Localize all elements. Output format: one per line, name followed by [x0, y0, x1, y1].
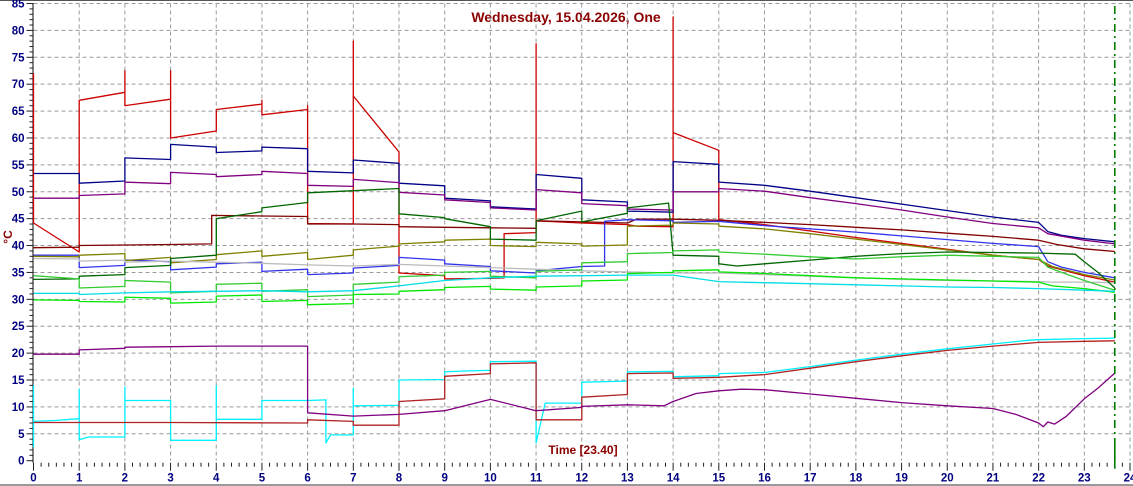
- y-tick-label-40: 40: [12, 241, 25, 253]
- series-cyan-top-line: [33, 274, 1115, 296]
- series-purple-line: [33, 170, 1115, 245]
- x-tick-label-6: 6: [304, 473, 310, 485]
- y-tick-label-80: 80: [12, 25, 25, 37]
- y-tick-label-35: 35: [12, 267, 25, 279]
- x-tick-label-9: 9: [441, 473, 447, 485]
- y-tick-label-25: 25: [12, 321, 25, 333]
- x-tick-label-0: 0: [30, 473, 36, 485]
- x-tick-label-15: 15: [712, 473, 725, 485]
- series-cyan-bottom-line: [32, 337, 1115, 448]
- series-red-line: [32, 16, 1116, 283]
- series-lime-line: [33, 269, 1115, 306]
- x-tick-label-14: 14: [667, 473, 680, 485]
- y-tick-label-10: 10: [12, 402, 25, 414]
- x-tick-label-22: 22: [1032, 473, 1045, 485]
- window-top-border: [0, 0, 1133, 1]
- y-tick-label-65: 65: [12, 106, 25, 118]
- series-darkgreen-line: [33, 187, 1116, 289]
- x-tick-label-13: 13: [621, 473, 634, 485]
- x-tick-label-10: 10: [484, 473, 497, 485]
- series-maroon-line: [33, 214, 1115, 253]
- series-olive-line: [33, 222, 1116, 281]
- series-purple-bottom-line: [33, 345, 1116, 428]
- x-tick-label-5: 5: [259, 473, 266, 485]
- x-tick-label-12: 12: [575, 473, 588, 485]
- y-tick-label-0: 0: [18, 456, 24, 468]
- x-tick-label-20: 20: [941, 473, 954, 485]
- y-tick-label-50: 50: [12, 187, 25, 199]
- y-tick-label-5: 5: [18, 429, 25, 441]
- y-tick-label-30: 30: [12, 294, 25, 306]
- x-tick-label-21: 21: [987, 473, 1000, 485]
- x-tick-label-8: 8: [396, 473, 403, 485]
- x-tick-label-7: 7: [350, 473, 356, 485]
- y-tick-label-55: 55: [12, 160, 25, 172]
- x-tick-label-1: 1: [76, 473, 83, 485]
- y-tick-label-75: 75: [12, 52, 25, 64]
- chart-title: Wednesday, 15.04.2026, One: [471, 9, 661, 25]
- x-tick-label-18: 18: [849, 473, 862, 485]
- x-tick-label-2: 2: [122, 473, 128, 485]
- y-tick-label-60: 60: [12, 133, 25, 145]
- x-tick-label-23: 23: [1078, 473, 1091, 485]
- series-crimson-line: [33, 340, 1115, 426]
- y-tick-label-15: 15: [12, 375, 25, 387]
- y-tick-label-20: 20: [12, 348, 25, 360]
- x-tick-label-16: 16: [758, 473, 771, 485]
- x-tick-label-24: 24: [1124, 473, 1133, 485]
- y-tick-label-45: 45: [12, 214, 25, 226]
- y-tick-label-70: 70: [12, 79, 25, 91]
- x-tick-label-17: 17: [804, 473, 817, 485]
- x-axis-label: Time [23.40]: [548, 443, 618, 457]
- y-tick-label-85: 85: [12, 0, 25, 11]
- series-blue-line: [33, 219, 1116, 279]
- x-tick-label-3: 3: [167, 473, 173, 485]
- window-bottom-border: [0, 484, 1133, 486]
- x-tick-label-11: 11: [530, 473, 543, 485]
- x-tick-label-4: 4: [213, 473, 220, 485]
- x-tick-label-19: 19: [895, 473, 908, 485]
- series-navy-line: [33, 143, 1115, 243]
